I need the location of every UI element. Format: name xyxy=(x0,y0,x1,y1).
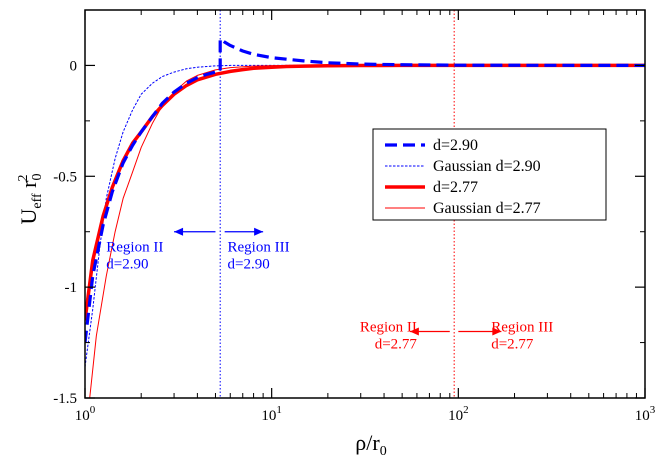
y-tick-label: -1.5 xyxy=(53,391,77,407)
annotations: Region II d=2.90 Region III d=2.90 Region II… xyxy=(106,227,553,352)
x-tick-label: 100 xyxy=(75,404,96,424)
blue-right-arrow xyxy=(224,227,264,236)
reference-lines xyxy=(219,10,455,398)
series-line-0 xyxy=(85,37,645,343)
series-lines xyxy=(85,37,645,398)
y-axis-label: Ueff r02 xyxy=(16,173,45,224)
x-tick-label: 101 xyxy=(261,404,282,424)
legend-entry-2: d=2.77 xyxy=(385,179,478,196)
y-tick-label: -1 xyxy=(65,280,78,296)
legend-entry-1: Gaussian d=2.90 xyxy=(385,158,541,175)
blue-left-arrow xyxy=(174,227,216,236)
legend-label: d=2.90 xyxy=(433,137,478,154)
red-left-arrow xyxy=(409,327,450,336)
y-tick-label: -0.5 xyxy=(53,169,77,185)
red-right-arrow xyxy=(458,327,502,336)
series-line-3 xyxy=(89,64,645,398)
annotation-blue-left: Region II d=2.90 xyxy=(106,240,163,273)
annotation-red-left: Region II d=2.77 xyxy=(360,319,418,352)
y-tick-label: 0 xyxy=(70,58,78,74)
x-axis-label: ρ/r0 xyxy=(355,430,386,459)
x-tick-label: 103 xyxy=(635,404,656,424)
legend-label: Gaussian d=2.77 xyxy=(433,200,541,217)
axis-ticks: 100 101 102 103 0 -0.5 -1 -1.5 xyxy=(53,9,656,424)
series-line-1 xyxy=(85,64,645,368)
x-tick-label: 102 xyxy=(448,404,469,424)
legend-entry-0: d=2.90 xyxy=(385,137,478,154)
legend-label: Gaussian d=2.90 xyxy=(433,158,541,175)
legend-label: d=2.77 xyxy=(433,179,478,196)
legend-entry-3: Gaussian d=2.77 xyxy=(385,200,541,217)
annotation-red-right: Region III d=2.77 xyxy=(491,319,553,352)
plot-frame xyxy=(84,9,646,399)
legend: d=2.90 Gaussian d=2.90 d=2.77 Gaussian d=2.… xyxy=(372,128,607,221)
annotation-blue-right: Region III d=2.90 xyxy=(228,240,290,273)
